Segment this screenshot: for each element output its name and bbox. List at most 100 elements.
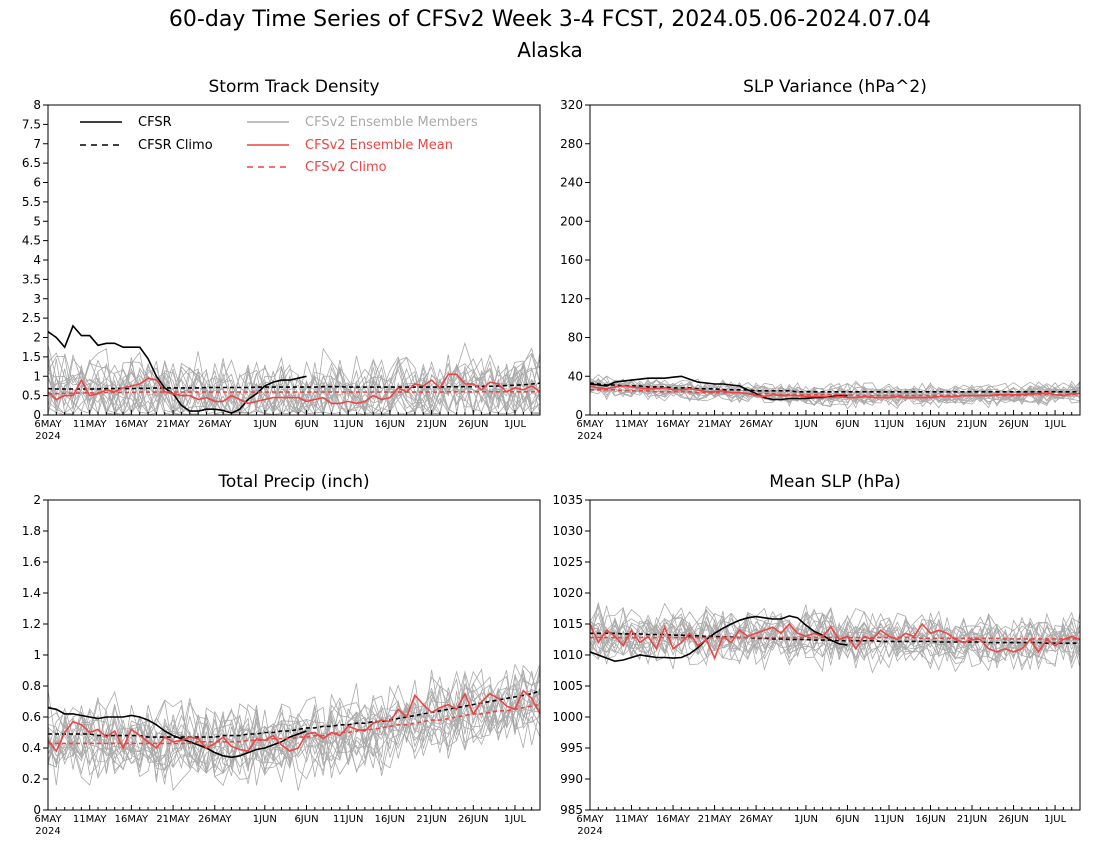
x-tick-year-label: 2024 xyxy=(577,431,602,442)
series-cfsv2-climo xyxy=(590,636,1080,640)
series-cfsr-climo xyxy=(590,632,1080,645)
x-tick-label: 16JUN xyxy=(915,419,945,430)
x-tick-label: 11MAY xyxy=(73,419,107,430)
x-tick-year-label: 2024 xyxy=(35,431,60,442)
y-tick-label: 200 xyxy=(560,214,583,228)
x-tick-label: 6JUN xyxy=(294,419,318,430)
ensemble-member-line xyxy=(47,669,541,762)
x-tick-label: 1JUL xyxy=(1044,814,1067,825)
y-tick-label: 7 xyxy=(33,137,41,151)
x-tick-label: 26JUN xyxy=(458,814,488,825)
y-tick-label: 40 xyxy=(568,369,583,383)
y-tick-label: 8 xyxy=(33,98,41,112)
ensemble-member-line xyxy=(47,359,541,416)
y-tick-label: 1010 xyxy=(552,648,583,662)
x-tick-label: 21MAY xyxy=(698,419,732,430)
ensemble-member-line xyxy=(47,666,541,767)
ensemble-members xyxy=(47,341,541,417)
ensemble-member-line xyxy=(589,602,1081,660)
x-tick-label: 1JUN xyxy=(794,814,818,825)
x-tick-label: 26MAY xyxy=(739,814,773,825)
x-tick-label: 11MAY xyxy=(615,419,649,430)
x-tick-label: 11MAY xyxy=(615,814,649,825)
x-tick-label: 1JUN xyxy=(253,419,277,430)
y-tick-label: 0 xyxy=(33,803,41,817)
ensemble-member-line xyxy=(589,378,1081,403)
figure-title: 60-day Time Series of CFSv2 Week 3-4 FCS… xyxy=(169,7,931,32)
x-tick-label: 1JUL xyxy=(504,419,527,430)
series-cfsv2-climo xyxy=(48,703,541,745)
x-tick-label: 16JUN xyxy=(915,814,945,825)
panel-title: SLP Variance (hPa^2) xyxy=(743,77,927,97)
x-tick-label: 6MAY xyxy=(576,814,604,825)
y-tick-label: 6 xyxy=(33,176,41,190)
series-cfsv2-climo xyxy=(48,390,540,395)
x-tick-label: 21MAY xyxy=(156,419,190,430)
series-cfsv2-ensemble-mean xyxy=(589,385,1080,399)
ensemble-member-line xyxy=(47,347,541,416)
ensemble-member-line xyxy=(589,603,1081,669)
x-tick-label: 6MAY xyxy=(34,814,62,825)
y-tick-label: 0.4 xyxy=(22,741,41,755)
series-cfsv2-climo xyxy=(590,388,1080,397)
x-tick-label: 16MAY xyxy=(656,814,690,825)
y-tick-label: 990 xyxy=(560,772,583,786)
panel-3: Total Precip (inch) 0 0.2 0.4 0.6 0.8 1 1.2 1.4 1… xyxy=(22,472,541,837)
y-tick-label: 2 xyxy=(33,493,41,507)
y-tick-label: 6.5 xyxy=(22,156,41,170)
y-tick-label: 5.5 xyxy=(22,195,41,209)
x-tick-label: 1JUL xyxy=(504,814,527,825)
ensemble-member-line xyxy=(47,663,541,784)
x-tick-label: 26MAY xyxy=(198,419,232,430)
panel-4: Mean SLP (hPa) 985 990 995 1000 1005 1010 1015 1… xyxy=(552,472,1081,837)
chart-panels: Storm Track Density 0 0.5 1 1.5 2 2.5 3 3.5 4 4.5 5… xyxy=(22,77,1081,837)
legend-label-ens-mean: CFSv2 Ensemble Mean xyxy=(305,138,453,153)
x-tick-label: 11JUN xyxy=(874,419,904,430)
y-tick-label: 1.6 xyxy=(22,555,41,569)
y-tick-label: 0.8 xyxy=(22,679,41,693)
ensemble-member-line xyxy=(589,612,1081,672)
y-tick-label: 0.5 xyxy=(22,389,41,403)
x-tick-label: 16MAY xyxy=(115,419,149,430)
y-tick-label: 0 xyxy=(575,408,583,422)
x-tick-label: 26JUN xyxy=(998,814,1028,825)
x-tick-label: 11JUN xyxy=(333,814,363,825)
x-tick-label: 11MAY xyxy=(73,814,107,825)
figure-subtitle: Alaska xyxy=(517,38,582,62)
y-tick-label: 1.8 xyxy=(22,524,41,538)
x-tick-year-label: 2024 xyxy=(577,826,602,837)
y-tick-label: 7.5 xyxy=(22,117,41,131)
y-tick-label: 3.5 xyxy=(22,272,41,286)
x-tick-label: 6MAY xyxy=(34,419,62,430)
y-tick-label: 1.5 xyxy=(22,350,41,364)
x-tick-label: 26MAY xyxy=(198,814,232,825)
y-tick-label: 1030 xyxy=(552,524,583,538)
y-tick-label: 1025 xyxy=(552,555,583,569)
panel-2: SLP Variance (hPa^2) 0 40 80 120 160 200 240 280… xyxy=(560,77,1081,442)
y-tick-label: 1 xyxy=(33,369,41,383)
y-tick-label: 1 xyxy=(33,648,41,662)
y-tick-label: 4 xyxy=(33,253,41,267)
x-tick-year-label: 2024 xyxy=(35,826,60,837)
ensemble-member-line xyxy=(47,691,541,778)
ensemble-member-line xyxy=(47,698,541,791)
y-tick-label: 0.2 xyxy=(22,772,41,786)
ensemble-member-line xyxy=(47,358,541,416)
x-tick-label: 16MAY xyxy=(115,814,149,825)
y-tick-label: 80 xyxy=(568,331,583,345)
y-tick-label: 3 xyxy=(33,292,41,306)
series-cfsv2-ensemble-mean xyxy=(47,689,541,753)
x-tick-label: 26JUN xyxy=(458,419,488,430)
x-tick-label: 6JUN xyxy=(835,814,859,825)
y-tick-label: 1020 xyxy=(552,586,583,600)
x-tick-label: 16MAY xyxy=(656,419,690,430)
x-tick-label: 16JUN xyxy=(375,814,405,825)
y-tick-label: 240 xyxy=(560,176,583,190)
x-tick-label: 21MAY xyxy=(698,814,732,825)
y-tick-label: 0 xyxy=(33,408,41,422)
y-tick-label: 985 xyxy=(560,803,583,817)
panel-title: Storm Track Density xyxy=(208,77,379,97)
y-tick-label: 1035 xyxy=(552,493,583,507)
panel-title: Mean SLP (hPa) xyxy=(769,472,901,492)
